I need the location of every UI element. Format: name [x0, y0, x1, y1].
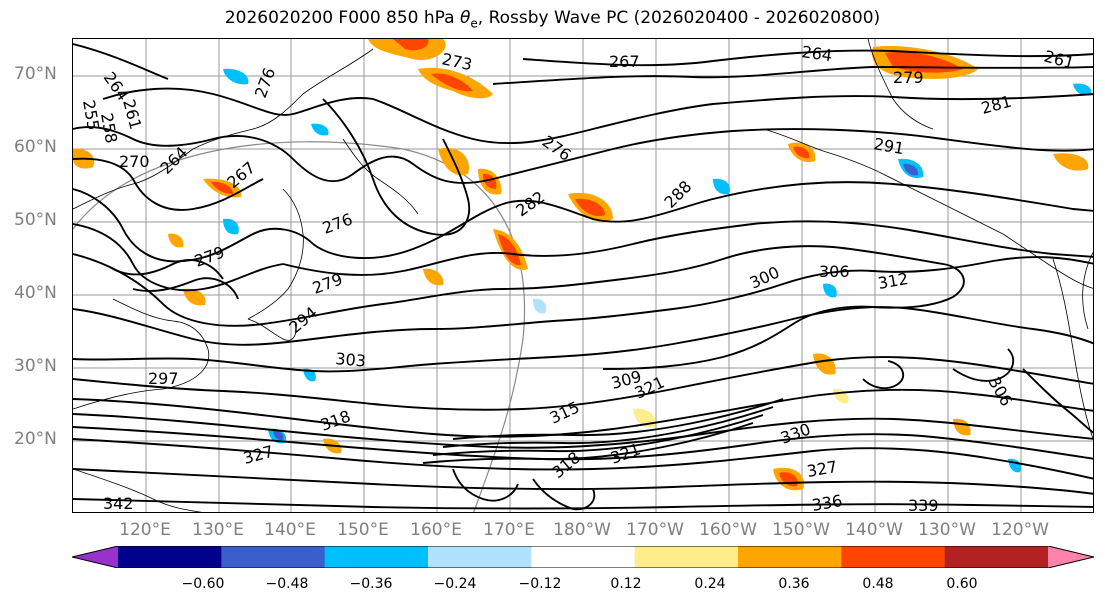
lon-label-140e: 140°E: [264, 520, 316, 540]
lon-label-170e: 170°E: [483, 520, 535, 540]
colorbar-cell: [1048, 546, 1094, 568]
contour-label: 281: [979, 92, 1013, 118]
lon-label-150w: 150°W: [772, 520, 830, 540]
contour-label: 297: [148, 369, 179, 388]
colorbar-cell: [841, 546, 946, 568]
graticule: [73, 39, 1093, 512]
lat-label-50n: 50°N: [14, 210, 57, 230]
lat-label-20n: 20°N: [14, 429, 57, 449]
lon-label-120w: 120°W: [991, 520, 1049, 540]
contour-label: 318: [318, 406, 353, 434]
colorbar-tick: 0.12: [610, 576, 642, 592]
lat-label-60n: 60°N: [14, 137, 57, 157]
contour-label: 276: [320, 209, 355, 237]
colorbar-cell: [118, 546, 222, 568]
lat-label-70n: 70°N: [14, 64, 57, 84]
domain-arc: [73, 141, 526, 512]
contour-label: 261: [119, 97, 145, 131]
lon-label-180w: 180°W: [553, 520, 611, 540]
map-panel: 264 267 264 261 273 279 258 255 261 270 …: [72, 38, 1094, 513]
colorbar-tick: 0.60: [946, 576, 978, 592]
lat-label-30n: 30°N: [14, 356, 57, 376]
contour-label: 339: [908, 496, 939, 513]
colorbar-tick: −0.60: [181, 576, 225, 592]
contour-label: 318: [548, 448, 584, 482]
contour-label: 279: [310, 269, 345, 297]
lon-label-140w: 140°W: [845, 520, 903, 540]
contour-label: 312: [876, 269, 909, 293]
colorbar-cell: [221, 546, 326, 568]
contour-label: 327: [241, 442, 275, 468]
colorbar-tick: −0.48: [265, 576, 309, 592]
positive-anomaly-patches: [73, 39, 1089, 491]
contour-label: 303: [335, 349, 367, 371]
colorbar-tick: −0.12: [518, 576, 562, 592]
colorbar-tick: 0.48: [862, 576, 894, 592]
contour-label: 270: [119, 152, 150, 171]
contour-label: 291: [872, 134, 905, 158]
contour-label: 300: [747, 262, 783, 292]
colorbar-tick: 0.36: [778, 576, 810, 592]
lon-label-120e: 120°E: [119, 520, 171, 540]
colorbar-cell: [531, 546, 636, 568]
negative-anomaly-patches: [223, 68, 1092, 473]
colorbar-tick: −0.24: [433, 576, 477, 592]
colorbar-tick: −0.36: [349, 576, 393, 592]
plot-title: 2026020200 F000 850 hPa θe, Rossby Wave …: [224, 8, 881, 31]
colorbar-cell: [738, 546, 842, 568]
contour-label: 282: [512, 187, 548, 220]
colorbar-cell: [428, 546, 532, 568]
contour-label: 261: [1042, 47, 1076, 73]
lon-label-160e: 160°E: [410, 520, 462, 540]
contour-label: 264: [156, 143, 191, 178]
lon-label-130e: 130°E: [192, 520, 244, 540]
contour-label: 264: [800, 42, 833, 65]
lon-label-130w: 130°W: [918, 520, 976, 540]
lon-label-170w: 170°W: [626, 520, 684, 540]
colorbar-cell: [634, 546, 739, 568]
lon-label-150e: 150°E: [337, 520, 389, 540]
map-canvas: 264 267 264 261 273 279 258 255 261 270 …: [73, 39, 1093, 513]
colorbar-cell: [72, 546, 118, 568]
contour-label: 336: [810, 491, 843, 513]
contour-label: 288: [660, 177, 695, 212]
colorbar-cell: [324, 546, 429, 568]
contour-label: 267: [609, 52, 640, 71]
lon-label-160w: 160°W: [699, 520, 757, 540]
colorbar-tick: 0.24: [694, 576, 726, 592]
theta-e-contours: [73, 43, 1093, 511]
colorbar-cell: [944, 546, 1049, 568]
contour-label: 279: [893, 68, 924, 87]
contour-label: 279: [192, 242, 227, 270]
contour-label: 276: [251, 65, 279, 100]
contour-label: 342: [103, 494, 134, 513]
contour-label: 306: [819, 262, 850, 281]
contour-label: 306: [985, 374, 1017, 410]
contour-label: 315: [547, 397, 583, 427]
colorbar: [72, 546, 1094, 568]
lat-label-40n: 40°N: [14, 283, 57, 303]
contour-label: 327: [805, 457, 838, 481]
